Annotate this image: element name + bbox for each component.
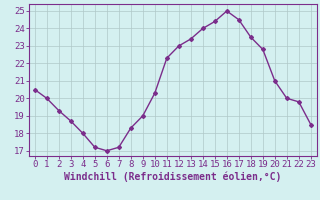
X-axis label: Windchill (Refroidissement éolien,°C): Windchill (Refroidissement éolien,°C)	[64, 172, 282, 182]
